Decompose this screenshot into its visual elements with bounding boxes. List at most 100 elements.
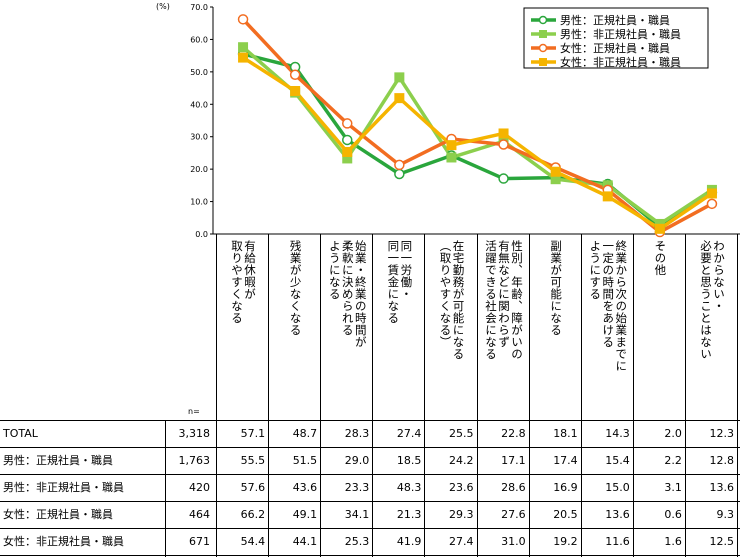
legend-box bbox=[523, 7, 709, 69]
x-category-label: 残業が少なくなる bbox=[288, 240, 303, 336]
data-point bbox=[394, 168, 405, 180]
row-label: 女性：正規社員・職員 bbox=[3, 508, 113, 521]
table-cell: 21.3 bbox=[396, 508, 422, 521]
legend-entry: 女性：正規社員・職員 bbox=[560, 41, 670, 55]
table-cell: 29.3 bbox=[448, 508, 474, 521]
data-point bbox=[237, 14, 249, 25]
legend-marker bbox=[539, 30, 547, 38]
table-cell: 54.4 bbox=[240, 535, 266, 548]
legend-marker bbox=[539, 58, 547, 66]
table-cell: 57.1 bbox=[240, 427, 266, 440]
x-category-label: 性別、年齢、障がいの 有無などに関わらず 活躍できる社会になる bbox=[484, 240, 525, 360]
row-n-value: 3,318 bbox=[178, 427, 211, 440]
row-label: TOTAL bbox=[3, 427, 38, 440]
data-point bbox=[446, 140, 457, 151]
table-cell: 28.3 bbox=[344, 427, 370, 440]
series-line bbox=[241, 45, 713, 226]
table-cell: 44.1 bbox=[292, 535, 318, 548]
data-point bbox=[446, 152, 457, 163]
table-cell: 9.3 bbox=[716, 508, 734, 521]
table-cell: 19.2 bbox=[553, 535, 578, 548]
legend-entry: 男性：正規社員・職員 bbox=[560, 13, 670, 27]
x-category-label: 終業から次の始業までに 一定の時間をあける ようにする bbox=[588, 240, 629, 372]
series-line bbox=[242, 56, 713, 231]
data-point bbox=[498, 128, 509, 139]
y-tick-label: 10.0 bbox=[190, 198, 208, 207]
data-point bbox=[498, 173, 509, 184]
y-unit-label: (%) bbox=[156, 2, 170, 11]
y-tick-label: 70.0 bbox=[190, 3, 208, 12]
data-point bbox=[342, 146, 353, 157]
data-point bbox=[394, 72, 405, 83]
legend-marker bbox=[538, 43, 548, 53]
data-point bbox=[238, 52, 249, 63]
table-cell: 29.0 bbox=[344, 454, 370, 467]
row-label: 男性：正規社員・職員 bbox=[3, 454, 113, 467]
data-point bbox=[342, 134, 353, 146]
row-n-value: 464 bbox=[189, 508, 210, 521]
x-category-label: わからない・ 必要と思うことはない bbox=[698, 240, 726, 360]
table-cell: 23.6 bbox=[448, 481, 474, 494]
data-point bbox=[654, 223, 665, 234]
table-cell: 27.4 bbox=[396, 427, 422, 440]
table-cell: 31.0 bbox=[501, 535, 526, 548]
table-cell: 17.4 bbox=[553, 454, 578, 467]
data-point bbox=[238, 42, 249, 53]
table-cell: 1.6 bbox=[664, 535, 682, 548]
y-tick-label: 50.0 bbox=[190, 68, 208, 77]
table-cell: 34.1 bbox=[344, 508, 370, 521]
legend-marker bbox=[538, 15, 548, 25]
y-tick-label: 30.0 bbox=[190, 133, 208, 142]
table-cell: 51.5 bbox=[292, 454, 318, 467]
table-cell: 43.6 bbox=[292, 481, 318, 494]
table-cell: 27.6 bbox=[501, 508, 526, 521]
data-point bbox=[394, 93, 405, 104]
row-n-value: 671 bbox=[189, 535, 210, 548]
table-cell: 24.2 bbox=[448, 454, 474, 467]
table-cell: 16.9 bbox=[553, 481, 578, 494]
y-tick-label: 40.0 bbox=[190, 100, 208, 109]
table-cell: 12.8 bbox=[709, 454, 734, 467]
data-point bbox=[550, 166, 561, 177]
table-cell: 13.6 bbox=[709, 481, 734, 494]
row-n-value: 420 bbox=[189, 481, 210, 494]
data-point bbox=[342, 153, 353, 164]
data-point bbox=[342, 118, 353, 129]
row-n-value: 1,763 bbox=[178, 454, 211, 467]
table-cell: 55.5 bbox=[240, 454, 266, 467]
x-category-label: 始業・終業の時間が 柔軟に決められる ようになる bbox=[327, 240, 368, 348]
x-category-label: 在宅勤務が可能になる （取りやすくなる） bbox=[438, 240, 466, 360]
table-cell: 22.8 bbox=[501, 427, 526, 440]
table-cell: 66.2 bbox=[240, 508, 266, 521]
table-cell: 15.4 bbox=[605, 454, 630, 467]
table-cell: 12.3 bbox=[709, 427, 734, 440]
table-cell: 15.0 bbox=[605, 481, 630, 494]
row-label: 女性：非正規社員・職員 bbox=[3, 535, 124, 548]
data-point bbox=[394, 159, 405, 171]
data-point bbox=[289, 69, 301, 81]
x-category-label: 副業が可能になる bbox=[549, 240, 564, 336]
table-cell: 3.1 bbox=[664, 481, 682, 494]
table-cell: 17.1 bbox=[501, 454, 526, 467]
table-cell: 18.5 bbox=[396, 454, 422, 467]
table-cell: 49.1 bbox=[292, 508, 318, 521]
data-point bbox=[290, 85, 301, 96]
n-header: n= bbox=[188, 407, 200, 416]
table-cell: 18.1 bbox=[553, 427, 578, 440]
y-tick-label: 60.0 bbox=[190, 35, 208, 44]
table-cell: 57.6 bbox=[240, 481, 266, 494]
legend-entry: 女性：非正規社員・職員 bbox=[560, 55, 681, 69]
table-cell: 25.5 bbox=[448, 427, 474, 440]
table-cell: 48.3 bbox=[396, 481, 422, 494]
legend-entry: 男性：非正規社員・職員 bbox=[560, 27, 681, 41]
table-cell: 2.2 bbox=[664, 454, 682, 467]
table-cell: 13.6 bbox=[605, 508, 630, 521]
table-cell: 25.3 bbox=[344, 535, 370, 548]
chart-legend: 男性：正規社員・職員男性：非正規社員・職員女性：正規社員・職員女性：非正規社員・… bbox=[523, 7, 709, 69]
data-point bbox=[706, 198, 718, 210]
chart-axes: 0.0 10.0 20.0 30.0 40.0 50.0 60.0 70.0 bbox=[190, 3, 740, 239]
x-category-label: 同一労働・ 同一賃金になる bbox=[386, 240, 414, 324]
data-point bbox=[498, 139, 509, 150]
x-category-label: 有給休暇が 取りやすくなる bbox=[230, 240, 258, 324]
